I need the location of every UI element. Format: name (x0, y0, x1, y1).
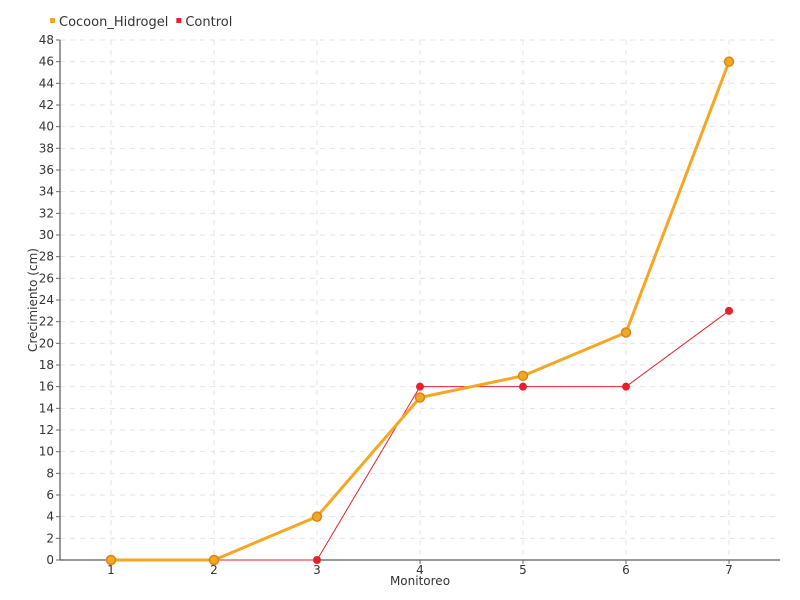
data-point (313, 556, 321, 564)
data-point (105, 554, 117, 566)
data-point (208, 554, 220, 566)
y-tick-label: 4 (46, 510, 54, 524)
x-tick-label: 7 (725, 563, 733, 577)
y-tick-label: 14 (39, 401, 54, 415)
x-tick-label: 3 (313, 563, 321, 577)
y-tick-label: 34 (39, 185, 54, 199)
data-point (620, 327, 632, 338)
y-tick-label: 2 (46, 531, 54, 545)
series-group (105, 56, 735, 566)
y-tick-label: 26 (39, 271, 54, 285)
y-tick-label: 44 (39, 76, 54, 90)
legend-swatch (176, 18, 182, 23)
data-point (414, 392, 426, 403)
data-point (725, 306, 733, 315)
data-point (723, 56, 735, 67)
x-tick-label: 2 (210, 563, 218, 577)
x-tick-label: 4 (416, 563, 424, 577)
y-tick-label: 6 (46, 488, 54, 502)
y-tick-label: 20 (39, 336, 54, 350)
y-axis-ticks: 0246810121416182022242628303234363840424… (39, 33, 60, 567)
y-tick-label: 40 (39, 120, 54, 134)
y-tick-label: 22 (39, 315, 54, 329)
data-point (416, 382, 424, 391)
y-tick-label: 18 (39, 358, 54, 372)
legend: Cocoon_Hidrogel Control (50, 15, 232, 30)
y-tick-label: 32 (39, 206, 54, 220)
data-point (519, 382, 527, 391)
y-tick-label: 36 (39, 163, 54, 177)
y-tick-label: 16 (39, 380, 54, 394)
legend-label: Control (185, 15, 232, 30)
x-tick-label: 5 (519, 563, 527, 577)
y-tick-label: 48 (39, 33, 54, 47)
data-point (622, 382, 630, 391)
y-tick-label: 8 (46, 466, 54, 480)
x-tick-label: 1 (107, 563, 115, 577)
y-tick-label: 30 (39, 228, 54, 242)
x-axis-label: Monitoreo (390, 574, 450, 588)
y-tick-label: 0 (46, 553, 54, 567)
data-point (517, 370, 529, 382)
grid (60, 39, 780, 560)
x-tick-label: 6 (622, 563, 630, 577)
data-point (311, 511, 323, 522)
legend-label: Cocoon_Hidrogel (59, 15, 168, 30)
y-tick-label: 46 (39, 55, 54, 69)
y-axis-label: Crecimiento (cm) (26, 248, 40, 352)
y-tick-label: 42 (39, 98, 54, 112)
y-tick-label: 10 (39, 445, 54, 459)
y-tick-label: 38 (39, 141, 54, 155)
y-tick-label: 28 (39, 250, 54, 264)
y-tick-label: 24 (39, 293, 54, 307)
legend-swatch (50, 18, 55, 23)
y-tick-label: 12 (39, 423, 54, 437)
